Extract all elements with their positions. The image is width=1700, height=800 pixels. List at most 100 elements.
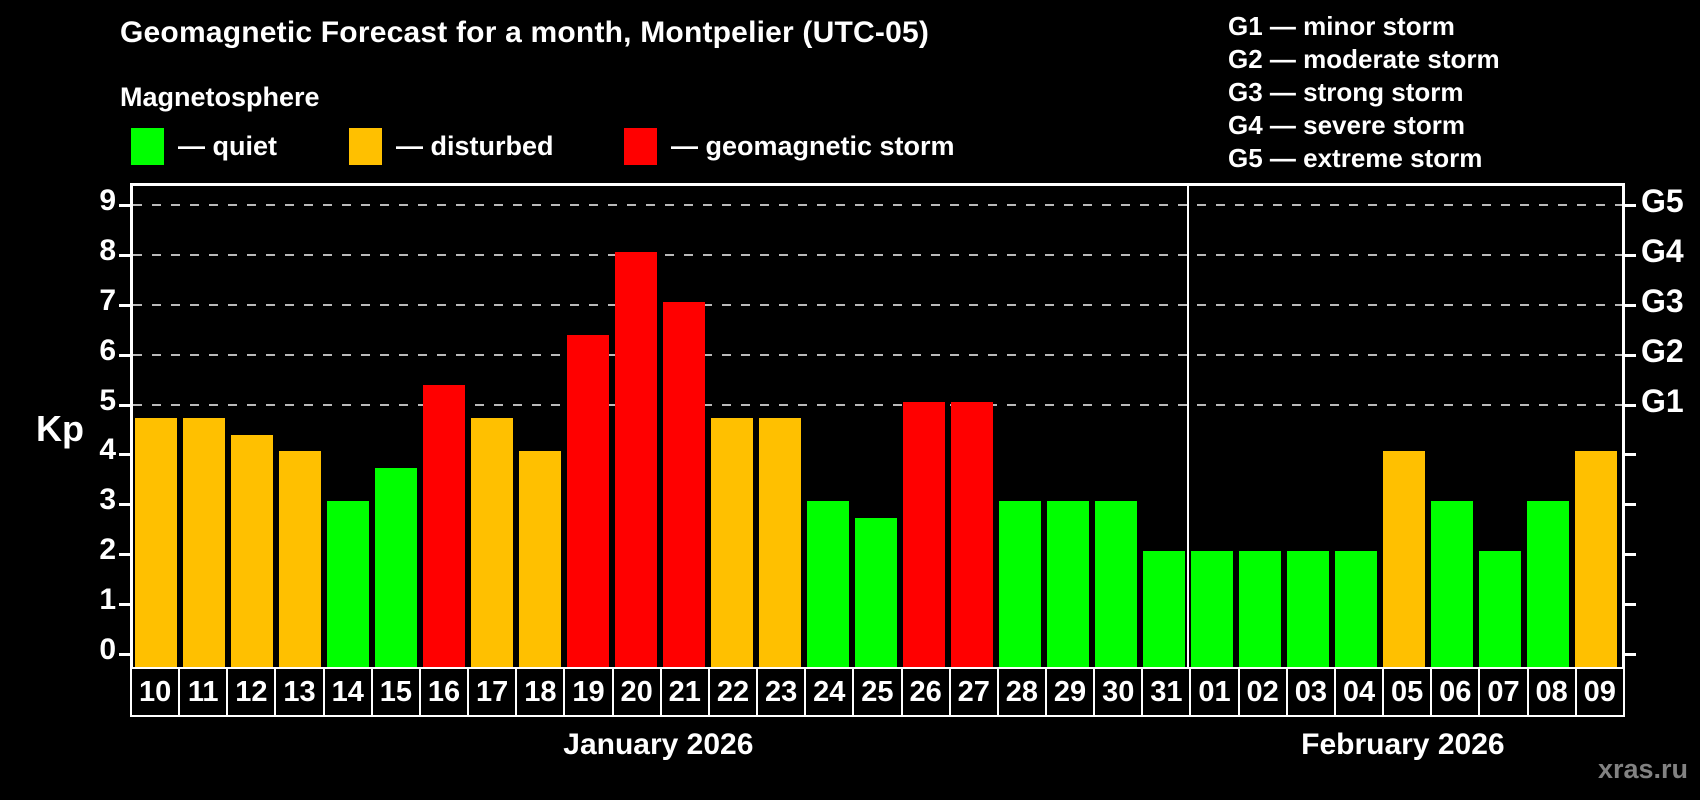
day-cell-14: 14	[325, 669, 373, 715]
right-tick-kp-0	[1625, 653, 1636, 656]
day-cell-11: 11	[180, 669, 229, 715]
day-cell-05: 05	[1384, 669, 1433, 715]
y-tick-label-8: 8	[99, 233, 116, 267]
day-cell-28: 28	[999, 669, 1047, 715]
gridline-kp-9	[133, 203, 1622, 206]
y-tick-label-2: 2	[99, 533, 116, 567]
kp-bar-day-11	[182, 417, 225, 667]
left-tick-kp-8	[119, 253, 130, 257]
right-tick-kp-4	[1625, 453, 1636, 457]
month-label-0: January 2026	[563, 728, 754, 761]
day-cell-23: 23	[758, 669, 807, 715]
day-cell-30: 30	[1095, 669, 1144, 715]
kp-bar-day-16	[422, 385, 465, 667]
right-tick-kp-6	[1625, 353, 1636, 357]
day-cell-27: 27	[951, 669, 999, 715]
kp-bar-day-30	[1095, 501, 1138, 667]
gridline-kp-7	[133, 303, 1622, 306]
day-cell-21: 21	[662, 669, 710, 715]
g-axis-label-g4: G4	[1641, 232, 1684, 269]
left-tick-kp-9	[119, 203, 130, 207]
y-tick-label-0: 0	[99, 633, 116, 666]
kp-bar-day-15	[374, 467, 417, 667]
storm-color-swatch	[624, 128, 657, 165]
day-cell-29: 29	[1047, 669, 1096, 715]
right-tick-kp-3	[1625, 503, 1636, 507]
g-axis-label-g3: G3	[1641, 282, 1684, 319]
left-tick-kp-3	[119, 503, 130, 507]
month-label-1: February 2026	[1301, 728, 1505, 761]
right-tick-kp-5	[1625, 403, 1636, 407]
plot-area	[119, 183, 1636, 667]
kp-bar-day-21	[662, 301, 705, 667]
day-cell-02: 02	[1240, 669, 1288, 715]
kp-bar-day-12	[230, 434, 273, 667]
left-tick-kp-1	[119, 603, 130, 607]
kp-bar-day-05	[1383, 451, 1426, 667]
chart-title: Geomagnetic Forecast for a month, Montpe…	[120, 16, 930, 49]
kp-bar-day-22	[710, 417, 753, 667]
day-cell-15: 15	[373, 669, 421, 715]
kp-bar-day-31	[1143, 551, 1186, 667]
legend-item-storm: — geomagnetic storm	[624, 128, 955, 165]
kp-bar-day-20	[614, 251, 657, 667]
quiet-color-swatch	[131, 128, 164, 165]
legend-item-label: — disturbed	[396, 131, 554, 161]
kp-bar-day-28	[999, 501, 1042, 667]
left-tick-kp-5	[119, 403, 130, 407]
day-cell-08: 08	[1529, 669, 1577, 715]
kp-bar-day-29	[1047, 501, 1090, 667]
g-axis-label-g5: G5	[1641, 182, 1684, 219]
kp-bar-day-04	[1335, 551, 1378, 667]
day-cell-01: 01	[1191, 669, 1240, 715]
day-cell-25: 25	[854, 669, 903, 715]
disturbed-color-swatch	[349, 128, 382, 165]
right-tick-kp-8	[1625, 253, 1636, 257]
watermark: xras.ru	[1597, 754, 1688, 784]
kp-bar-day-27	[951, 401, 994, 667]
left-tick-kp-6	[119, 353, 130, 357]
kp-bar-day-26	[903, 401, 946, 667]
y-tick-label-3: 3	[99, 483, 116, 517]
storm-scale-legend: G1 — minor storm G2 — moderate storm G3 …	[1228, 10, 1500, 175]
day-cell-07: 07	[1480, 669, 1529, 715]
y-tick-label-4: 4	[99, 433, 116, 467]
left-tick-kp-2	[119, 553, 130, 557]
kp-bar-day-10	[134, 417, 177, 667]
g-axis-label-g2: G2	[1641, 332, 1684, 369]
day-cell-22: 22	[710, 669, 759, 715]
kp-bar-day-07	[1479, 551, 1522, 667]
day-cell-18: 18	[517, 669, 566, 715]
kp-bar-day-03	[1287, 551, 1330, 667]
kp-bar-day-24	[806, 501, 849, 667]
day-cell-19: 19	[565, 669, 614, 715]
day-cell-10: 10	[132, 669, 181, 715]
gridline-kp-8	[133, 253, 1622, 256]
y-tick-label-5: 5	[99, 383, 116, 417]
day-label-row: 10 11 12 13 14 15 16 17 18 19 20 21 22 23 24 25 26 27 28 29…	[130, 667, 1625, 717]
y-tick-label-1: 1	[99, 583, 116, 617]
storm-scale-g2: G2 — moderate storm	[1228, 44, 1500, 74]
day-cell-12: 12	[228, 669, 277, 715]
storm-scale-g4: G4 — severe storm	[1228, 110, 1466, 140]
g-axis-label-g1: G1	[1641, 382, 1684, 419]
kp-bar-day-14	[326, 501, 369, 667]
day-cell-13: 13	[276, 669, 325, 715]
right-tick-kp-7	[1625, 303, 1636, 307]
kp-bar-day-25	[855, 517, 897, 667]
left-tick-kp-4	[119, 453, 130, 457]
legend-item-disturbed: — disturbed	[349, 128, 554, 165]
right-tick-kp-2	[1625, 553, 1636, 557]
kp-bar-day-01	[1191, 551, 1234, 667]
day-cell-16: 16	[421, 669, 470, 715]
y-tick-label-6: 6	[99, 333, 116, 367]
kp-bar-day-13	[278, 451, 321, 667]
kp-bar-day-06	[1431, 501, 1474, 667]
storm-scale-g1: G1 — minor storm	[1228, 11, 1455, 41]
day-cell-03: 03	[1288, 669, 1336, 715]
legend-item-label: — quiet	[178, 131, 277, 161]
storm-scale-g3: G3 — strong storm	[1228, 77, 1464, 107]
day-cell-31: 31	[1143, 669, 1192, 715]
legend-item-quiet: — quiet	[131, 128, 277, 165]
